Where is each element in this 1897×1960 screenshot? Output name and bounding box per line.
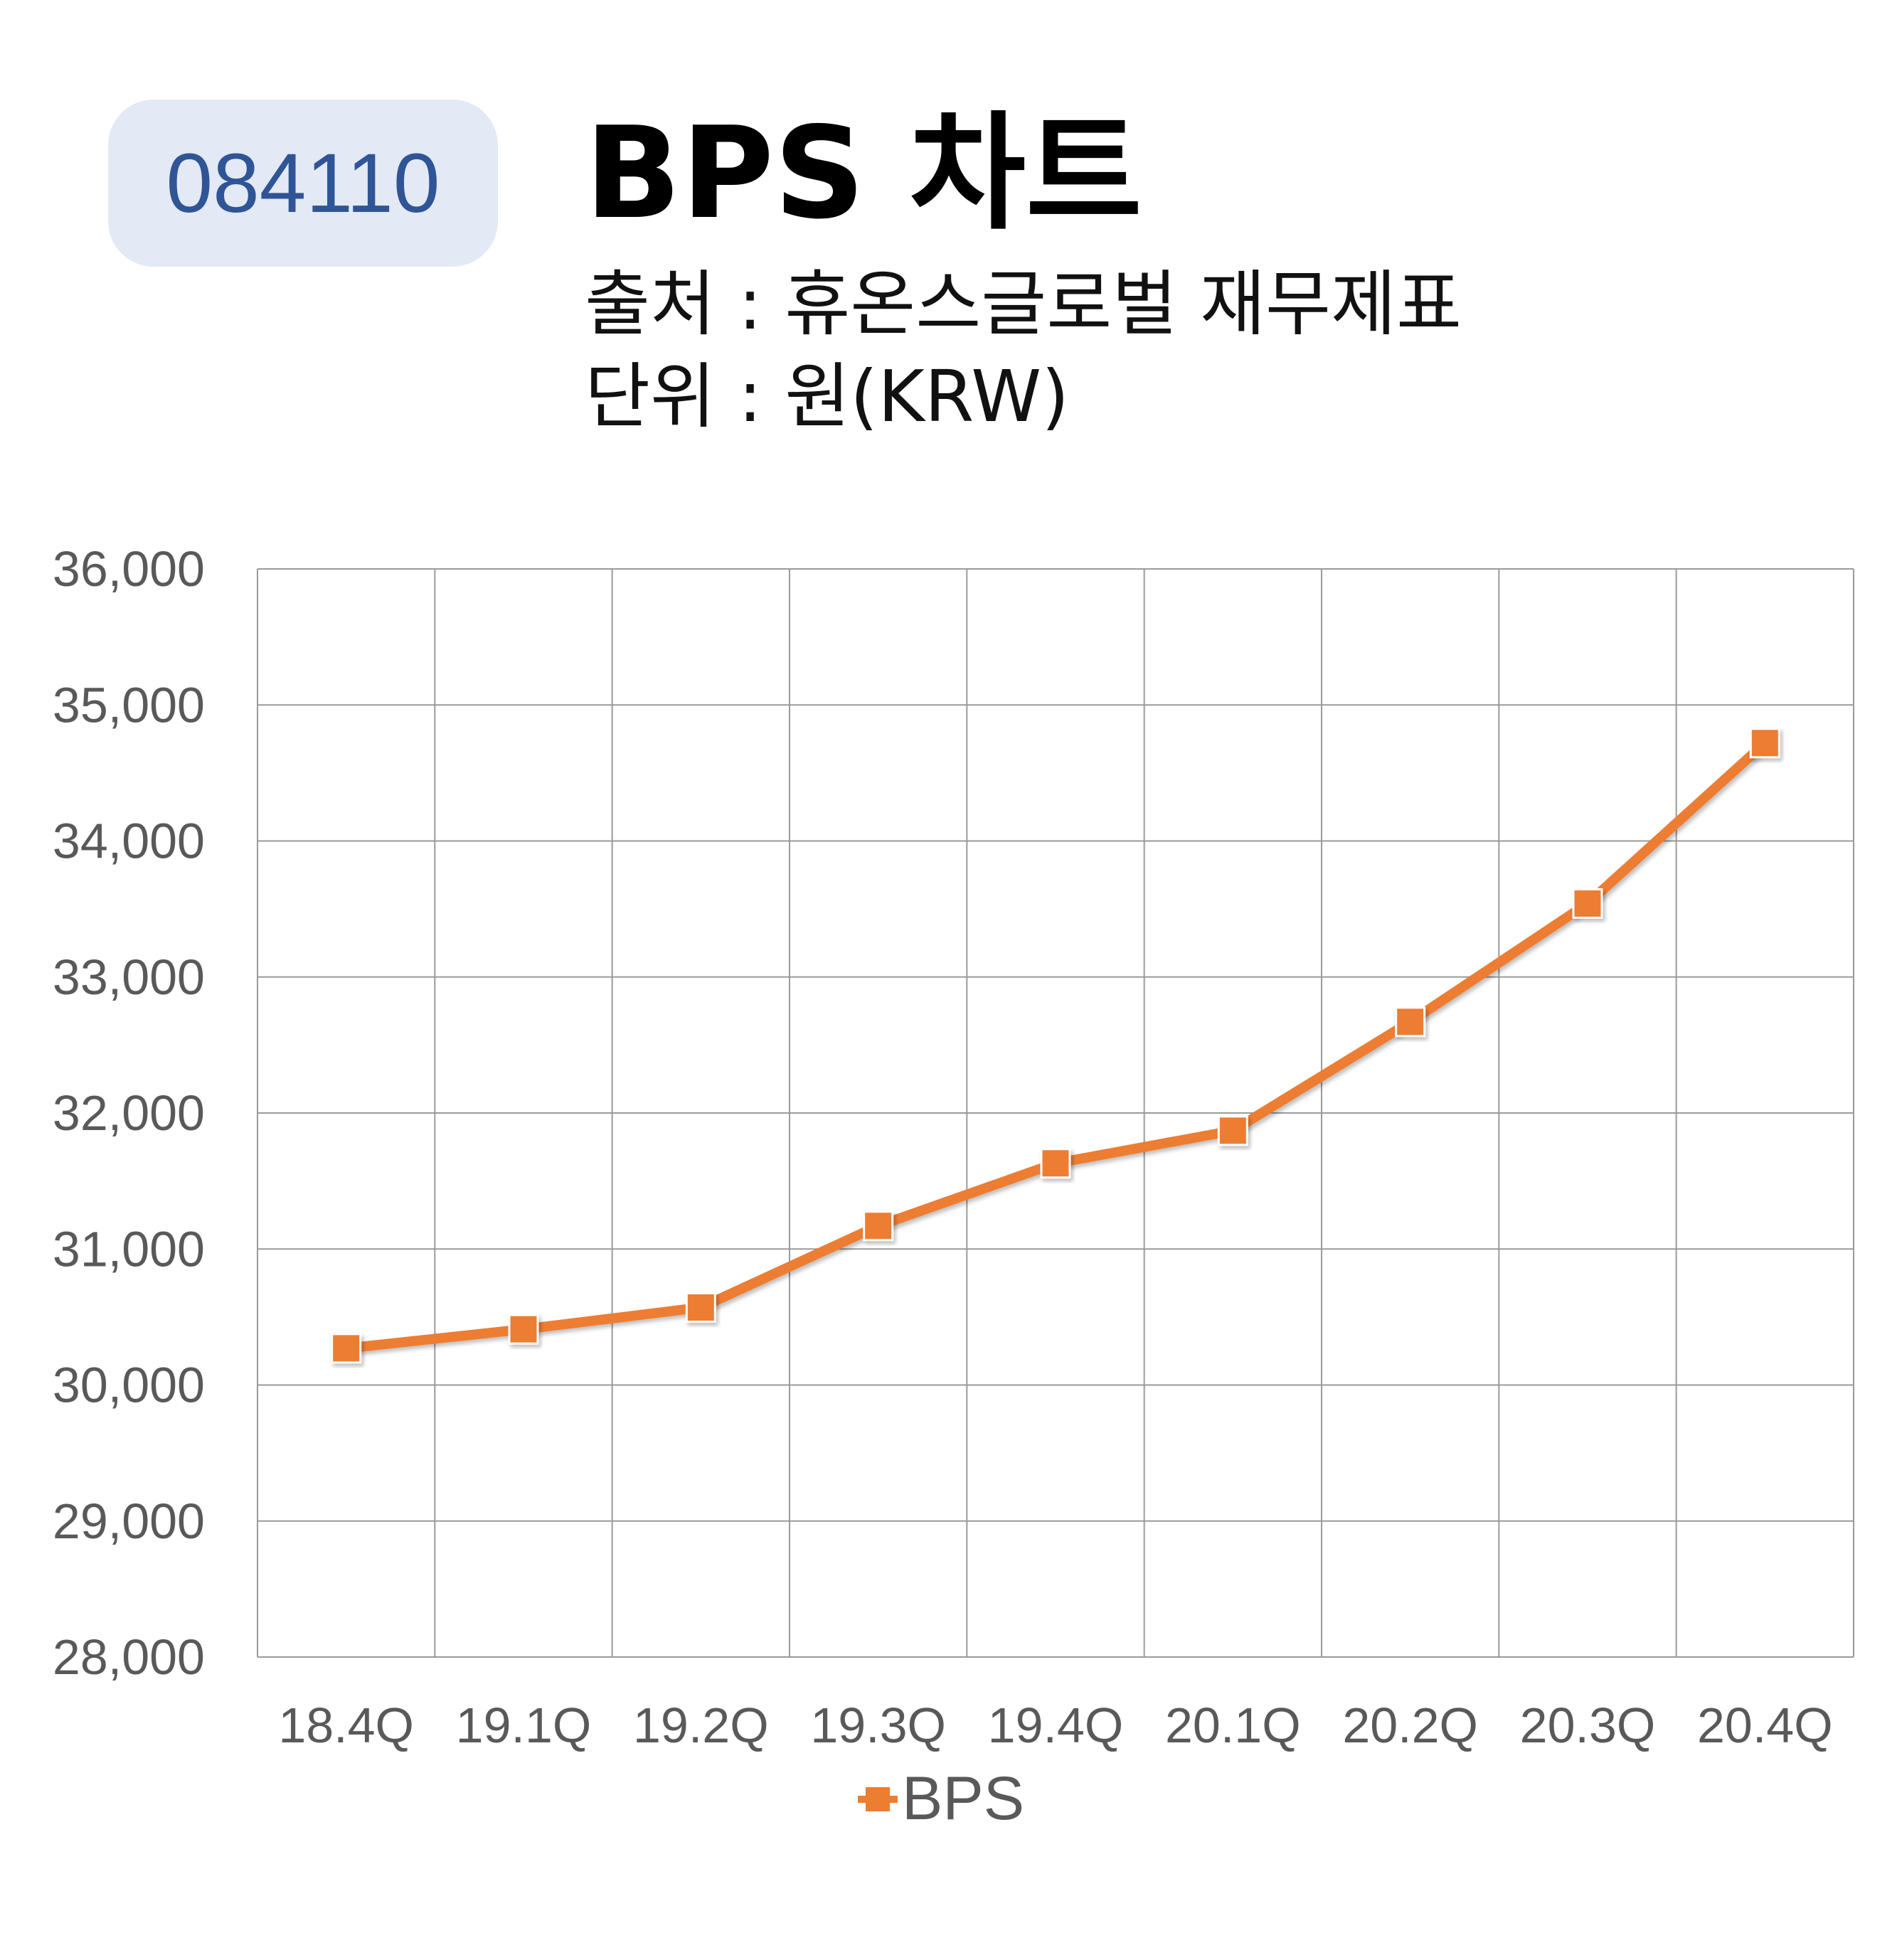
y-tick-label: 35,000 [53,677,205,733]
x-tick-label: 19.3Q [810,1698,946,1753]
y-tick-label: 28,000 [53,1629,205,1685]
data-point-marker [508,1314,539,1345]
data-point-marker [1217,1115,1248,1146]
x-tick-label: 20.3Q [1520,1698,1656,1753]
data-point-marker [1749,728,1780,759]
x-tick-label: 19.1Q [456,1698,592,1753]
y-tick-label: 29,000 [53,1493,205,1549]
data-point-marker [1395,1006,1426,1038]
chart-grid [257,568,1854,1658]
unit-label: 단위 : 원(KRW) [585,355,1070,438]
stock-code-badge: 084110 [108,100,498,267]
data-point-marker [685,1291,716,1323]
chart-title: BPS 차트 [585,100,1142,247]
source-label: 출처 : 휴온스글로벌 재무제표 [585,262,1462,346]
x-axis: 18.4Q 19.1Q 19.2Q 19.3Q 19.4Q 20.1Q 20.2Q 20.3Q… [278,1698,1832,1753]
y-tick-label: 36,000 [53,541,205,597]
data-point-marker [331,1333,362,1364]
y-tick-label: 31,000 [53,1221,205,1277]
x-tick-label: 19.4Q [988,1698,1124,1753]
data-point-marker [1040,1148,1071,1179]
y-tick-label: 33,000 [53,949,205,1005]
data-point-marker [863,1210,894,1242]
x-tick-label: 18.4Q [278,1698,414,1753]
y-axis: 28,000 29,000 30,000 31,000 32,000 33,000 34,0… [53,541,205,1685]
series-bps [331,728,1780,1364]
x-tick-label: 20.2Q [1342,1698,1478,1753]
data-point-marker [1572,888,1603,919]
x-tick-label: 20.4Q [1697,1698,1833,1753]
y-tick-label: 30,000 [53,1358,205,1413]
y-tick-label: 32,000 [53,1085,205,1141]
legend: BPS [858,1764,1024,1833]
x-tick-label: 19.2Q [633,1698,769,1753]
y-tick-label: 34,000 [53,814,205,869]
x-tick-label: 20.1Q [1165,1698,1301,1753]
stock-code: 084110 [166,136,440,230]
series-line-bps [341,737,1770,1353]
legend-label: BPS [902,1764,1024,1833]
legend-marker [866,1787,890,1811]
